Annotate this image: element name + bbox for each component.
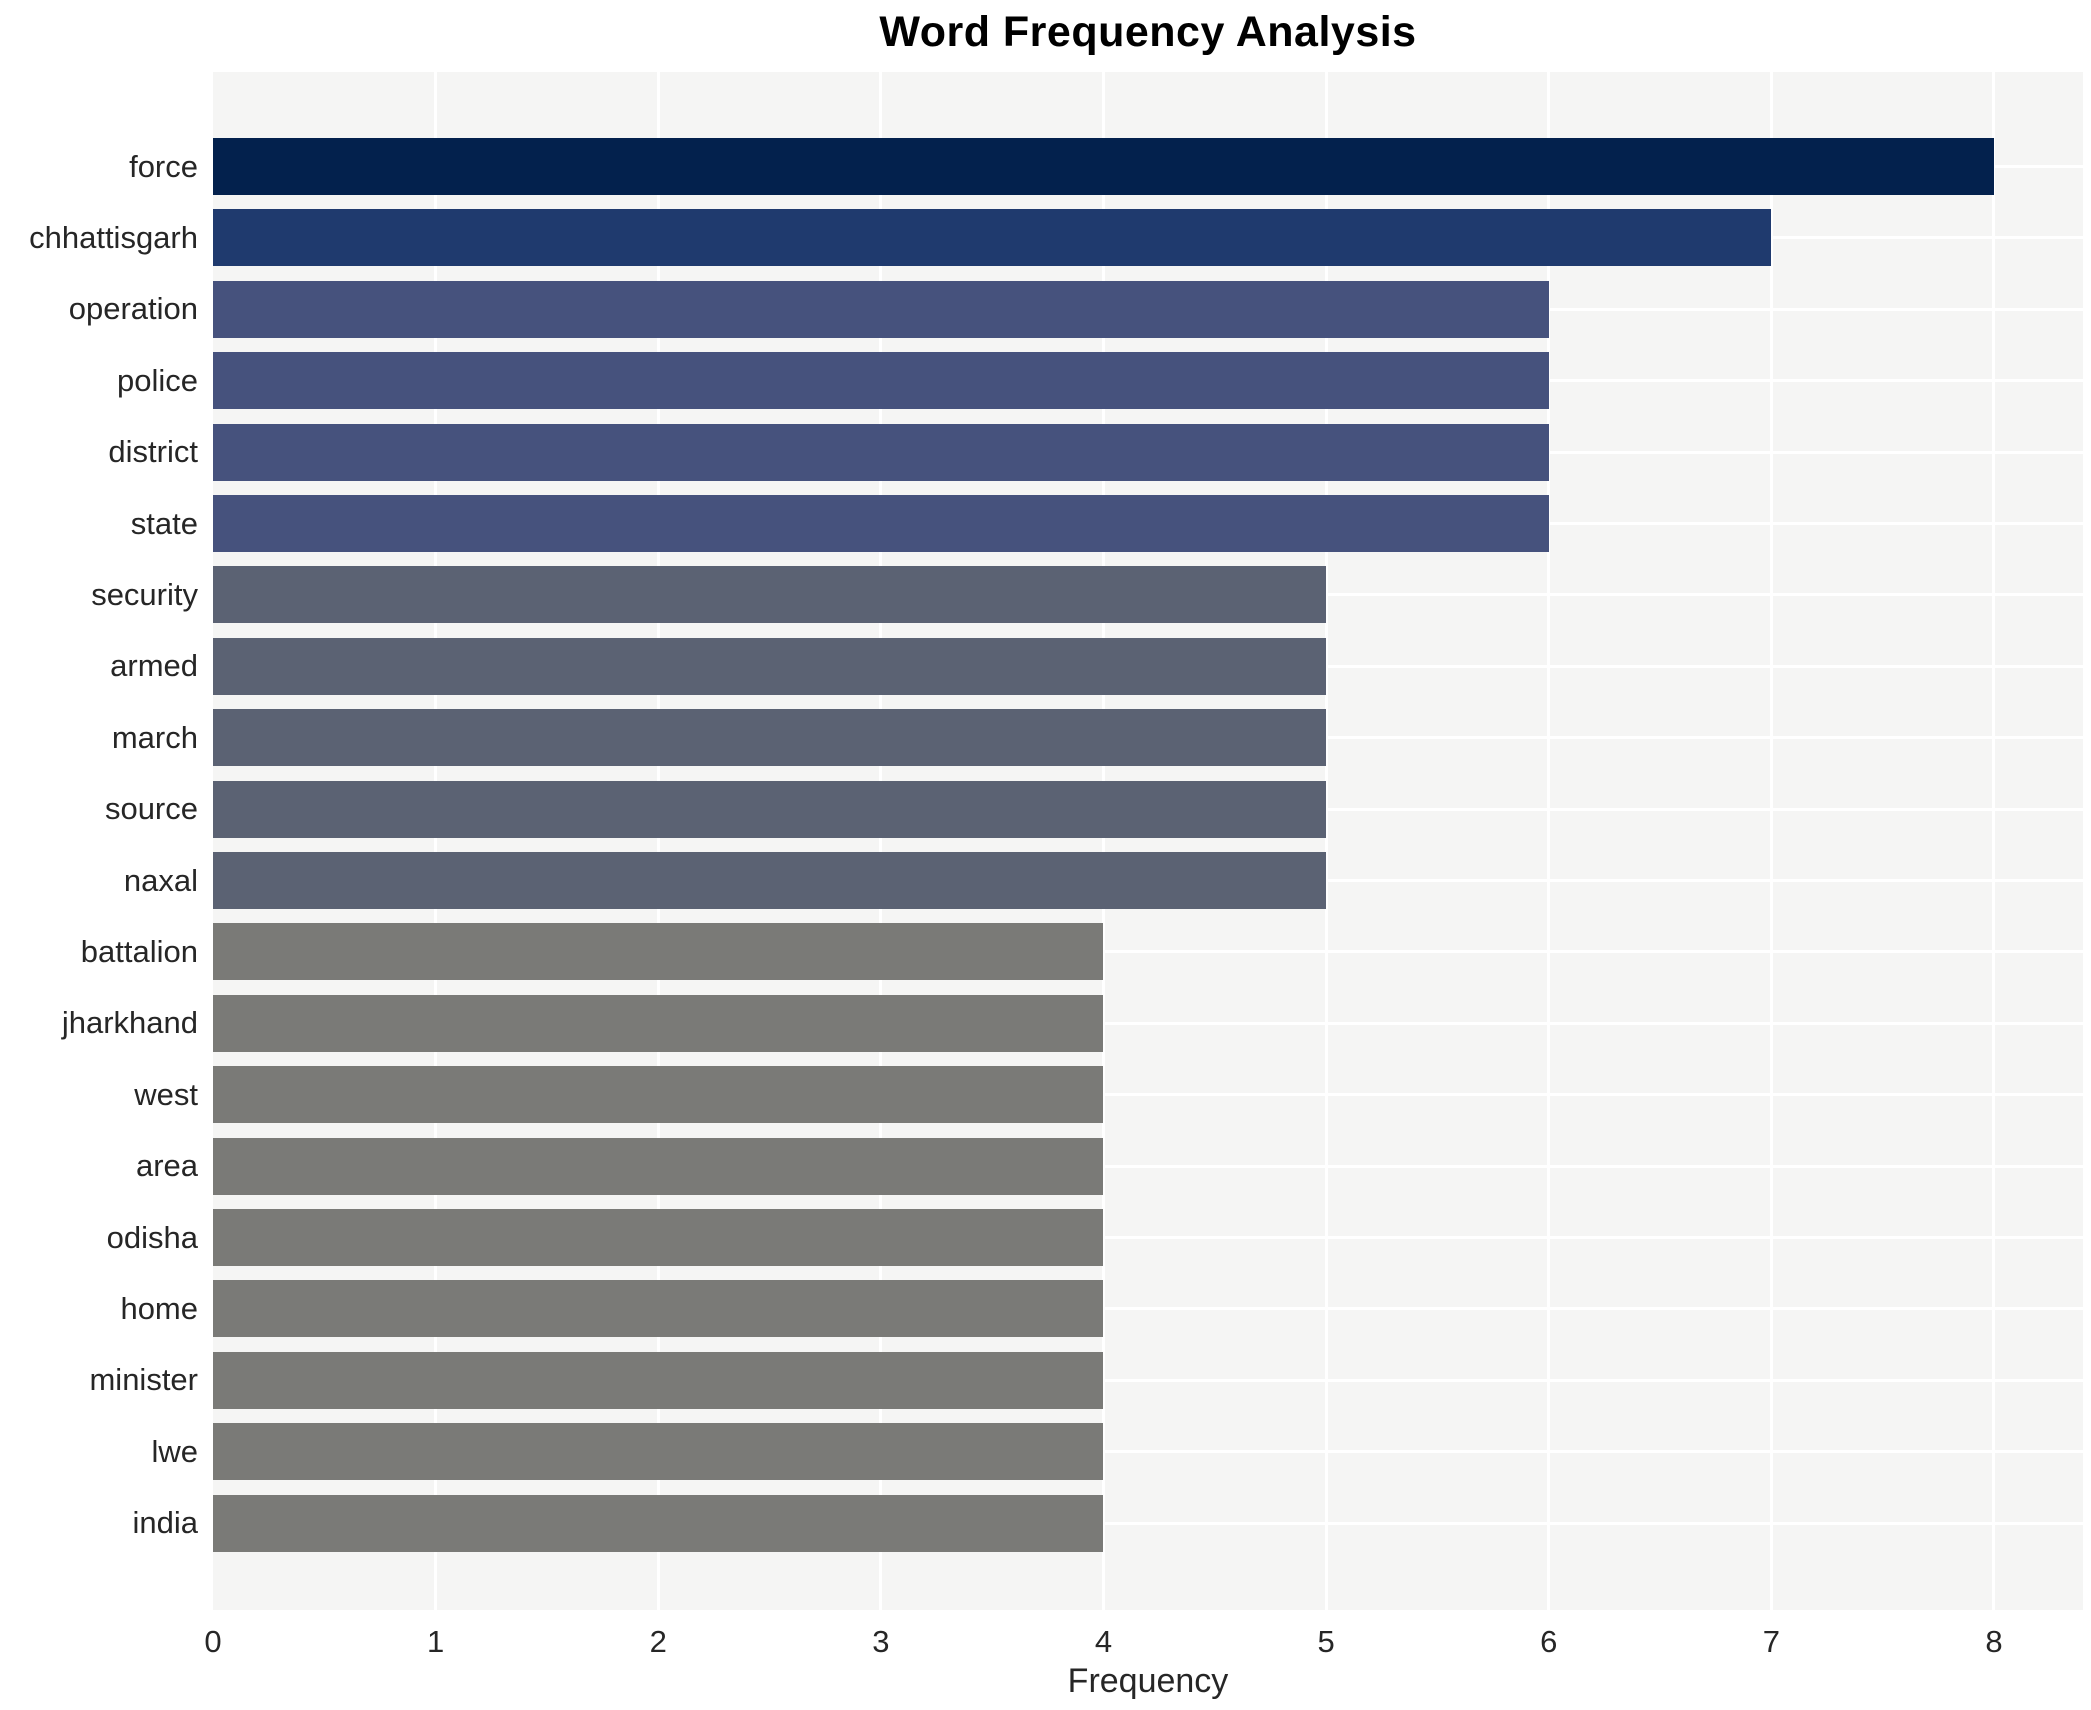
y-tick-label-naxal: naxal	[123, 862, 198, 898]
bar-state	[213, 495, 1549, 552]
y-tick-label-home: home	[120, 1290, 198, 1326]
y-tick-label-security: security	[91, 576, 198, 612]
bar-naxal	[213, 852, 1327, 909]
bar-battalion	[213, 923, 1104, 981]
bar-chhattisgarh	[213, 209, 1772, 267]
y-tick-label-district: district	[108, 434, 198, 470]
bar-force	[213, 138, 1994, 195]
bar-jharkhand	[213, 994, 1104, 1052]
x-tick-label-5: 5	[1317, 1624, 1335, 1659]
gridline-horizontal	[213, 1521, 2083, 1525]
y-tick-label-force: force	[129, 148, 198, 184]
gridline-horizontal	[213, 1021, 2083, 1025]
y-tick-label-jharkhand: jharkhand	[61, 1005, 198, 1041]
gridline-horizontal	[213, 950, 2083, 954]
bar-minister	[213, 1351, 1104, 1409]
y-tick-label-odisha: odisha	[106, 1219, 198, 1255]
gridline-horizontal	[213, 1093, 2083, 1097]
x-tick-label-1: 1	[426, 1624, 445, 1659]
gridline-horizontal	[213, 1378, 2083, 1382]
gridline-vertical	[1324, 72, 1328, 1610]
y-tick-label-minister: minister	[89, 1362, 198, 1398]
x-tick-label-7: 7	[1762, 1624, 1780, 1659]
bar-security	[213, 566, 1327, 624]
chart-title: Word Frequency Analysis	[879, 8, 1417, 56]
bar-home	[213, 1280, 1104, 1338]
y-tick-label-operation: operation	[68, 291, 198, 327]
x-tick-label-8: 8	[1985, 1624, 2003, 1659]
gridline-vertical	[1101, 72, 1105, 1610]
plot-area	[213, 72, 2083, 1610]
x-tick-label-3: 3	[872, 1624, 890, 1659]
bar-operation	[213, 280, 1549, 338]
gridline-vertical	[656, 72, 660, 1610]
gridline-vertical	[1992, 72, 1996, 1610]
bar-lwe	[213, 1423, 1104, 1481]
y-tick-label-police: police	[117, 362, 198, 398]
gridline-horizontal	[213, 1236, 2083, 1239]
bar-india	[213, 1494, 1104, 1552]
bar-west	[213, 1066, 1104, 1124]
gridline-horizontal	[213, 1307, 2083, 1311]
y-tick-label-battalion: battalion	[80, 933, 198, 969]
y-tick-label-source: source	[104, 791, 198, 827]
x-tick-label-6: 6	[1540, 1624, 1558, 1659]
x-tick-label-2: 2	[649, 1624, 667, 1659]
y-tick-label-india: india	[132, 1505, 199, 1541]
y-tick-label-lwe: lwe	[151, 1433, 198, 1469]
gridline-horizontal	[213, 1164, 2083, 1168]
bar-odisha	[213, 1209, 1104, 1266]
gridline-vertical	[1547, 72, 1551, 1610]
bar-source	[213, 780, 1327, 838]
x-tick-label-0: 0	[204, 1624, 222, 1659]
y-tick-label-chhattisgarh: chhattisgarh	[29, 219, 198, 255]
y-tick-label-west: west	[134, 1076, 198, 1112]
y-tick-label-armed: armed	[110, 648, 198, 684]
bar-area	[213, 1137, 1104, 1195]
y-tick-label-march: march	[111, 719, 198, 755]
x-axis-label: Frequency	[1067, 1662, 1229, 1700]
gridline-vertical	[1769, 72, 1773, 1610]
gridline-vertical	[879, 72, 883, 1610]
x-tick-label-4: 4	[1094, 1624, 1113, 1659]
bar-police	[213, 352, 1549, 410]
bar-march	[213, 709, 1327, 767]
y-tick-label-state: state	[130, 505, 198, 541]
bar-district	[213, 423, 1549, 481]
gridline-horizontal	[213, 1450, 2083, 1454]
bar-armed	[213, 637, 1327, 695]
y-tick-label-area: area	[135, 1148, 198, 1184]
gridline-vertical	[434, 72, 438, 1610]
